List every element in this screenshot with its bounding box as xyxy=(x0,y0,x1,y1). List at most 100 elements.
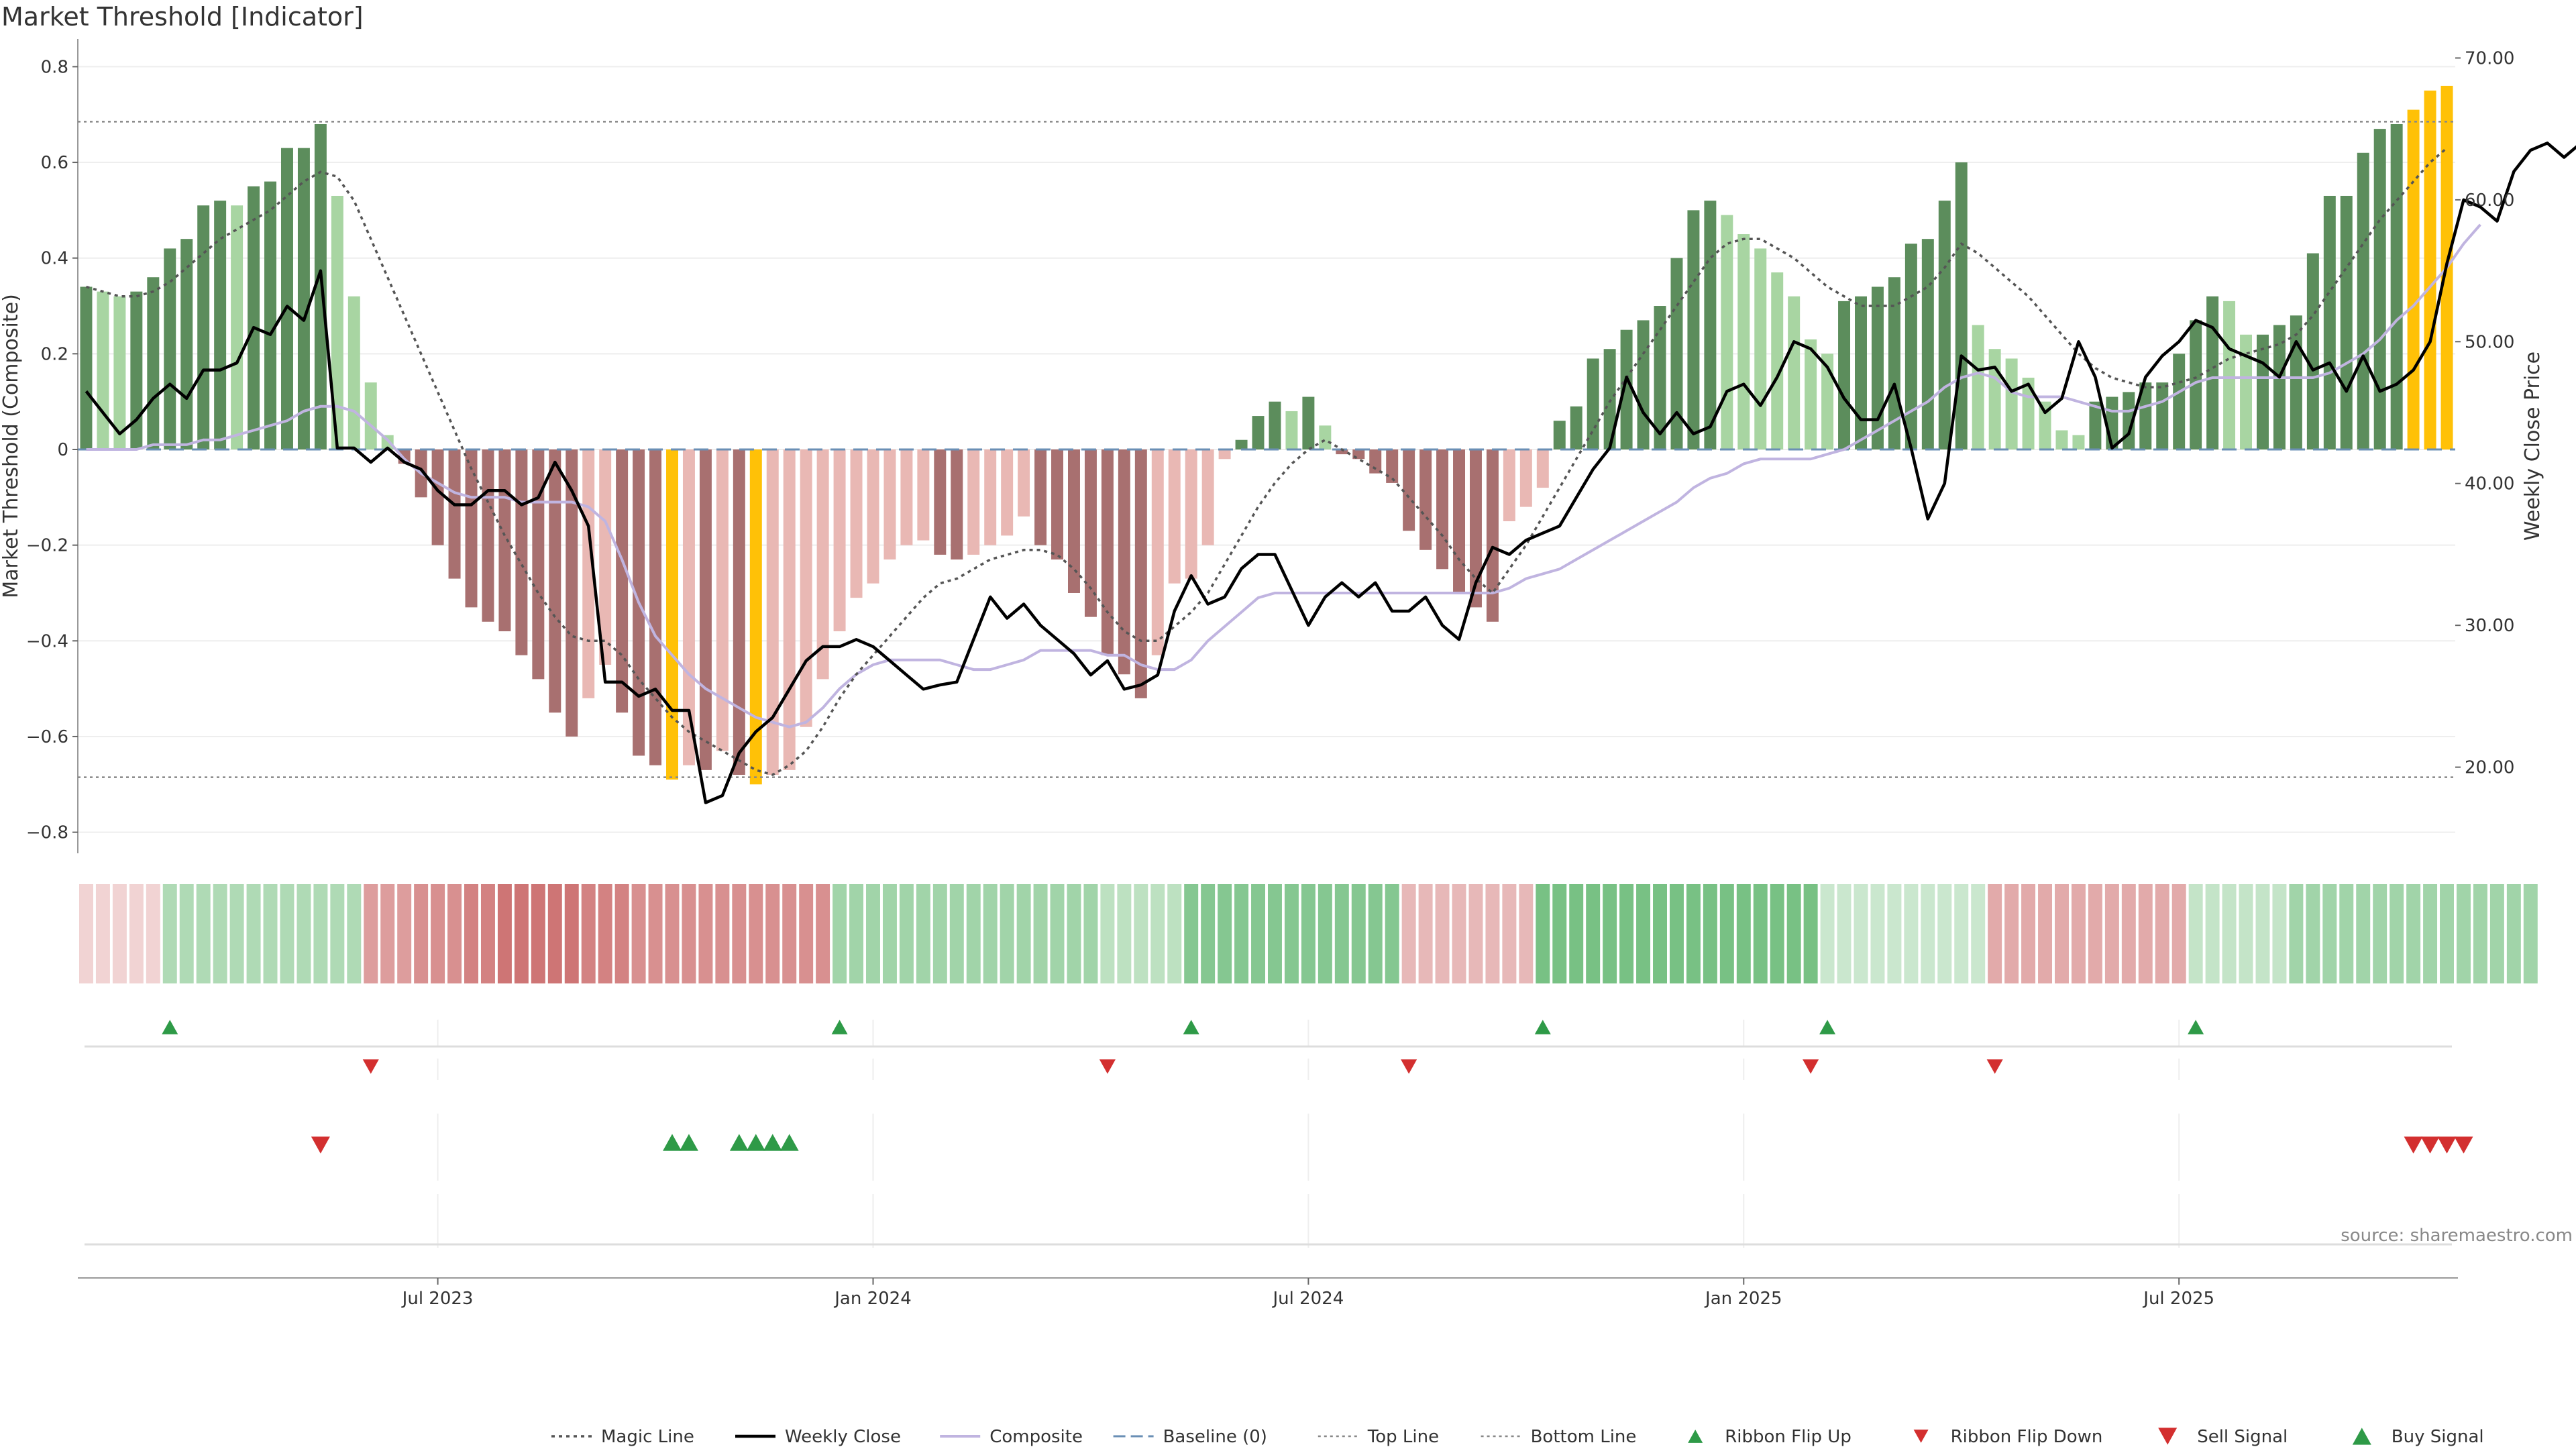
weekly-close-line xyxy=(85,142,2576,804)
composite-bar xyxy=(80,286,93,449)
y-tick-label: 0.4 xyxy=(41,249,68,269)
x-tick-label: Jul 2025 xyxy=(2142,1289,2214,1309)
composite-bar xyxy=(1519,449,1532,507)
ribbon-cell xyxy=(2289,884,2304,983)
composite-line xyxy=(86,223,2481,729)
ribbon-cell xyxy=(1586,884,1601,983)
composite-bar xyxy=(749,449,762,785)
ribbon-cell xyxy=(2406,884,2421,983)
composite-bar xyxy=(1972,325,1984,449)
ribbon-cell xyxy=(313,884,328,983)
composite-bar xyxy=(599,449,612,665)
ribbon-cell xyxy=(1636,884,1651,983)
buy-signal-marker xyxy=(780,1134,799,1151)
composite-bar xyxy=(1855,296,1867,449)
ribbon-cell xyxy=(112,884,127,983)
composite-bar xyxy=(431,449,444,545)
ribbon-flip-down-marker xyxy=(1099,1059,1116,1074)
ribbon-cell xyxy=(1251,884,1266,983)
composite-bar xyxy=(917,449,930,541)
ribbon-flip-up-marker xyxy=(1534,1020,1551,1034)
ribbon-cell xyxy=(2121,884,2136,983)
ribbon-cell xyxy=(2171,884,2186,983)
buy-signal-marker xyxy=(679,1134,698,1151)
composite-bar xyxy=(900,449,913,545)
ribbon-cell xyxy=(1686,884,1701,983)
left-axis-label: Market Threshold (Composite) xyxy=(0,294,23,598)
composite-bar xyxy=(1084,449,1097,617)
ribbon-cell xyxy=(899,884,914,983)
composite-bar xyxy=(1603,349,1616,449)
ribbon-cell xyxy=(2440,884,2455,983)
y2-tick-label: 30.00 xyxy=(2465,616,2514,636)
ribbon-cell xyxy=(782,884,797,983)
ribbon-cell xyxy=(1234,884,1249,983)
ribbon-cell xyxy=(1117,884,1132,983)
ribbon-cell xyxy=(1284,884,1299,983)
x-tick-label: Jan 2024 xyxy=(833,1289,912,1309)
ribbon-cell xyxy=(1318,884,1332,983)
right-axis-label: Weekly Close Price xyxy=(2521,352,2544,541)
composite-bar xyxy=(2156,382,2169,449)
buy-signal-marker xyxy=(746,1134,765,1151)
composite-bar xyxy=(1687,210,1700,449)
composite-bar xyxy=(164,248,176,449)
x-axis-ticks: Jul 2023 Jan 2024 Jul 2024 Jan 2025 Jul 2025 xyxy=(78,1277,2458,1309)
composite-bar xyxy=(1904,244,1917,449)
composite-bar xyxy=(2273,325,2286,449)
composite-bar xyxy=(766,449,779,775)
ribbon-flip-up-marker xyxy=(2188,1020,2204,1034)
sell-signal-marker xyxy=(311,1136,330,1154)
composite-bar xyxy=(934,449,947,555)
ribbon-cell xyxy=(2239,884,2253,983)
composite-bar xyxy=(582,449,595,698)
composite-bar xyxy=(1285,411,1298,449)
composite-bar xyxy=(1704,201,1717,449)
composite-bar xyxy=(2072,435,2085,449)
ribbon-cell xyxy=(1334,884,1349,983)
ribbon-cell xyxy=(380,884,395,983)
y2-tick-label: 70.00 xyxy=(2465,48,2514,68)
legend-swatch xyxy=(1688,1430,1703,1443)
composite-bar xyxy=(2173,354,2186,449)
composite-bar xyxy=(616,449,629,713)
ribbon-cell xyxy=(2071,884,2086,983)
y2-tick-label: 50.00 xyxy=(2465,332,2514,352)
composite-bar xyxy=(816,449,829,680)
ribbon-cell xyxy=(1167,884,1182,983)
y2-tick-label: 60.00 xyxy=(2465,191,2514,211)
composite-bar xyxy=(130,291,143,449)
sell-signal-marker xyxy=(2437,1136,2457,1154)
ribbon-cell xyxy=(1000,884,1014,983)
ribbon-cell xyxy=(1351,884,1366,983)
legend-label: Sell Signal xyxy=(2197,1427,2288,1447)
ribbon-cell xyxy=(129,884,144,983)
ribbon-cell xyxy=(2373,884,2387,983)
ribbon-cell xyxy=(1401,884,1416,983)
composite-bar xyxy=(2089,401,2102,449)
composite-bar xyxy=(1503,449,1515,521)
composite-bar xyxy=(2240,334,2253,449)
ribbon-cell xyxy=(280,884,294,983)
left-axis-ticks: 0.8 0.6 0.4 0.2 0 −0.2 −0.4 −0.6 −0.8 xyxy=(26,57,78,843)
composite-bar xyxy=(1269,401,1281,449)
ribbon-cell xyxy=(1870,884,1885,983)
composite-bar xyxy=(1252,416,1265,449)
ribbon-cell xyxy=(1988,884,2002,983)
composite-bar xyxy=(280,148,293,449)
legend-label: Buy Signal xyxy=(2392,1427,2484,1447)
ribbon-cell xyxy=(1603,884,1617,983)
legend-item: Magic Line xyxy=(551,1427,694,1447)
ribbon-cell xyxy=(2138,884,2153,983)
ribbon-cell xyxy=(464,884,478,983)
ribbon-cell xyxy=(2322,884,2337,983)
ribbon-cell xyxy=(2306,884,2320,983)
composite-bar xyxy=(2206,296,2219,449)
ribbon-cell xyxy=(1201,884,1216,983)
composite-bars xyxy=(80,85,2453,785)
composite-bar xyxy=(833,449,846,632)
composite-bar xyxy=(867,449,879,584)
ribbon-cell xyxy=(882,884,897,983)
composite-bar xyxy=(1938,201,1951,449)
